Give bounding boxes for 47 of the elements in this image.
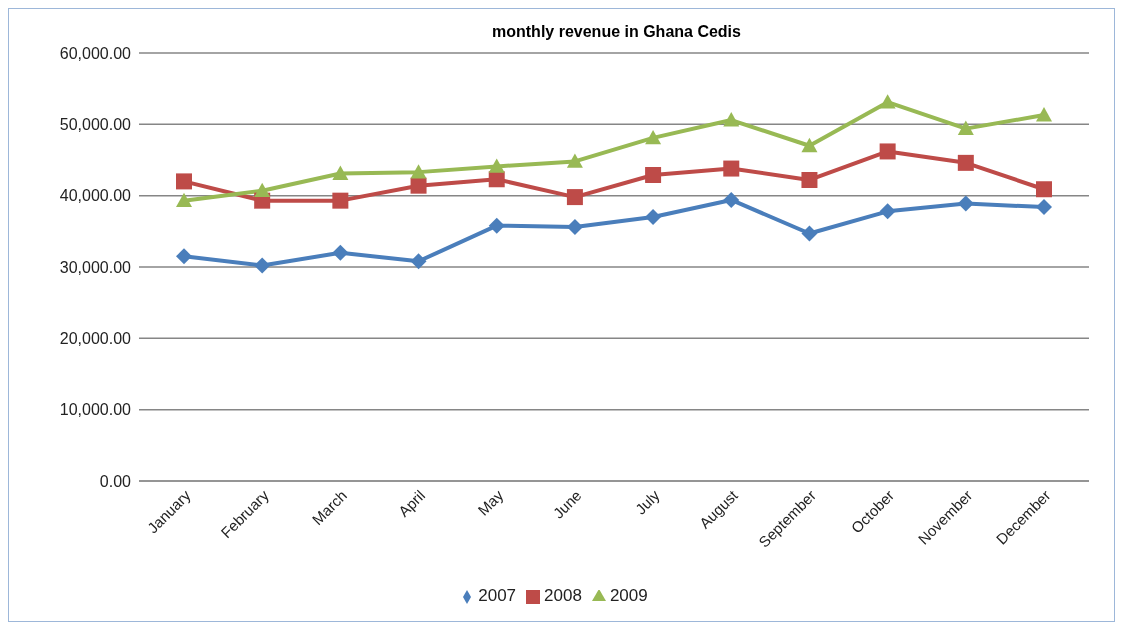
point — [957, 195, 974, 212]
y-tick-label: 0.00 — [99, 472, 132, 490]
point — [957, 154, 974, 171]
point — [176, 248, 192, 265]
point — [957, 120, 974, 136]
point — [801, 137, 818, 153]
point — [566, 189, 583, 206]
point — [488, 158, 505, 173]
point — [801, 225, 818, 242]
point — [723, 160, 740, 177]
legend-label: 2008 — [544, 586, 582, 605]
point — [879, 143, 896, 160]
y-tick-label: 60,000.00 — [59, 44, 132, 62]
point — [645, 129, 662, 145]
point — [410, 177, 427, 194]
y-tick-label: 30,000.00 — [59, 258, 132, 276]
point — [410, 253, 427, 270]
y-tick-label: 20,000.00 — [59, 330, 132, 348]
point — [801, 171, 818, 188]
legend-label: 2009 — [609, 586, 648, 605]
point — [332, 192, 349, 209]
point — [176, 173, 192, 190]
point — [723, 112, 740, 127]
point — [566, 219, 583, 236]
x-tick-label: May — [474, 486, 507, 519]
point — [723, 191, 740, 208]
chart-title: monthly revenue in Ghana Cedis — [491, 23, 742, 41]
point — [254, 257, 271, 274]
legend-label: 2007 — [478, 586, 517, 605]
y-tick-label: 50,000.00 — [59, 116, 132, 134]
point — [879, 203, 896, 220]
point — [566, 153, 583, 168]
point — [645, 209, 662, 226]
point — [1036, 107, 1052, 122]
point — [1036, 199, 1052, 216]
point — [645, 166, 662, 183]
point — [176, 192, 192, 208]
point — [488, 217, 505, 234]
point — [254, 182, 271, 198]
point — [332, 244, 349, 261]
point — [410, 164, 427, 179]
y-tick-label: 40,000.00 — [59, 187, 132, 205]
point — [332, 165, 349, 180]
y-tick-label: 10,000.00 — [59, 401, 132, 419]
point — [1036, 181, 1052, 198]
point — [879, 94, 896, 109]
x-tick-label: July — [631, 486, 664, 518]
